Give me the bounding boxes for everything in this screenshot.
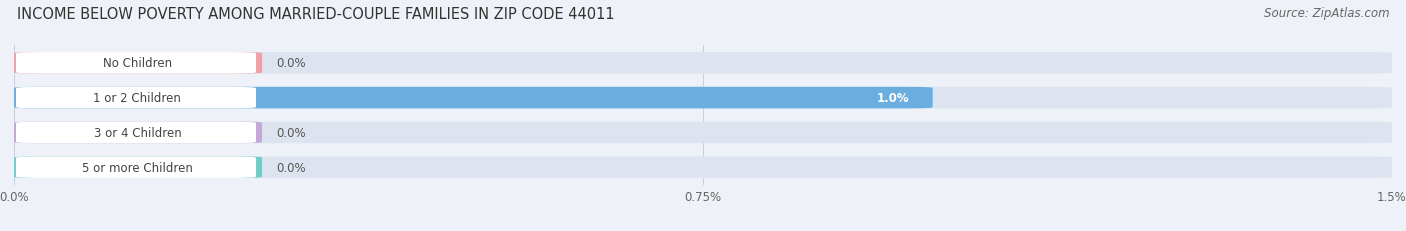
Text: No Children: No Children — [103, 57, 172, 70]
FancyBboxPatch shape — [14, 122, 1392, 143]
FancyBboxPatch shape — [14, 87, 932, 109]
FancyBboxPatch shape — [14, 122, 262, 143]
Text: 1.0%: 1.0% — [877, 92, 910, 105]
FancyBboxPatch shape — [14, 157, 262, 178]
FancyBboxPatch shape — [14, 53, 262, 74]
Text: 0.0%: 0.0% — [276, 161, 305, 174]
FancyBboxPatch shape — [17, 54, 256, 73]
FancyBboxPatch shape — [14, 87, 1392, 109]
Text: 3 or 4 Children: 3 or 4 Children — [94, 126, 181, 139]
FancyBboxPatch shape — [14, 157, 1392, 178]
Text: 1 or 2 Children: 1 or 2 Children — [93, 92, 181, 105]
FancyBboxPatch shape — [17, 88, 256, 108]
FancyBboxPatch shape — [17, 123, 256, 143]
Text: 5 or more Children: 5 or more Children — [82, 161, 193, 174]
FancyBboxPatch shape — [17, 158, 256, 177]
Text: Source: ZipAtlas.com: Source: ZipAtlas.com — [1264, 7, 1389, 20]
Text: INCOME BELOW POVERTY AMONG MARRIED-COUPLE FAMILIES IN ZIP CODE 44011: INCOME BELOW POVERTY AMONG MARRIED-COUPL… — [17, 7, 614, 22]
Text: 0.0%: 0.0% — [276, 57, 305, 70]
FancyBboxPatch shape — [14, 53, 1392, 74]
Text: 0.0%: 0.0% — [276, 126, 305, 139]
